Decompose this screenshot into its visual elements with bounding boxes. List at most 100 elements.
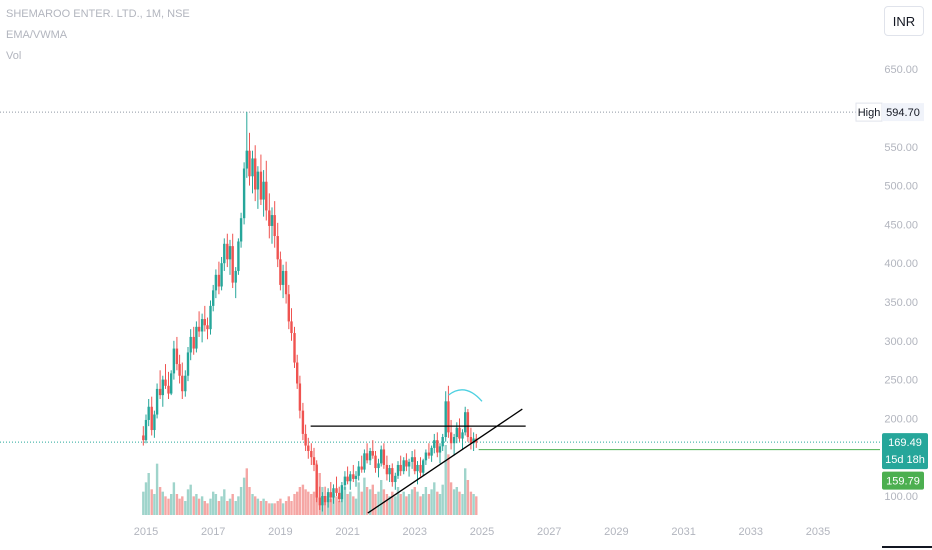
volume-bar — [189, 484, 192, 515]
candle-body — [321, 496, 324, 506]
volume-bar — [475, 496, 478, 515]
time-tick-label: 2023 — [403, 526, 427, 538]
volume-bar — [368, 489, 372, 515]
candle-body — [242, 168, 246, 219]
volume-bar — [242, 477, 246, 515]
candle-body — [472, 438, 475, 444]
candle-body — [374, 455, 377, 469]
candle-body — [184, 375, 187, 392]
candle-body — [363, 453, 366, 470]
volume-bar — [466, 480, 470, 515]
candle-body — [181, 375, 184, 392]
volume-bar — [430, 489, 433, 515]
volume-bar — [293, 494, 296, 515]
volume-bar — [391, 491, 394, 515]
volume-bar — [287, 496, 290, 515]
axis-corner-marker — [882, 546, 932, 548]
volume-bar — [226, 501, 229, 515]
volume-bar — [192, 496, 195, 515]
candle-body — [223, 243, 226, 264]
candle-body — [200, 319, 204, 332]
candle-body — [220, 263, 223, 287]
price-tick-label: 350.00 — [884, 297, 918, 309]
candle-body — [377, 463, 380, 469]
volume-bar — [307, 491, 310, 515]
high-value-tag — [882, 103, 924, 122]
candle-body — [365, 453, 369, 461]
volume-bar — [343, 487, 347, 515]
candle-body — [164, 379, 167, 386]
volume-bar — [424, 487, 428, 515]
candle-body — [318, 497, 321, 506]
candle-body — [203, 319, 206, 326]
volume-bar — [147, 473, 150, 515]
volume-bar — [419, 496, 422, 515]
candle-body — [273, 215, 276, 237]
candle-body — [413, 457, 416, 472]
volume-bar — [469, 491, 473, 515]
time-tick-label: 2031 — [671, 526, 695, 538]
candle-body — [461, 432, 464, 439]
candle-body — [142, 435, 145, 441]
volume-bar — [346, 494, 349, 515]
volume-bar — [209, 498, 212, 515]
volume-bar — [452, 489, 456, 515]
volume-bar — [399, 494, 402, 515]
volume-bar — [422, 494, 425, 515]
time-tick-label: 2015 — [134, 526, 158, 538]
price-tick-label: 550.00 — [884, 142, 918, 154]
candle-body — [155, 388, 159, 415]
volume-bar — [461, 494, 464, 515]
last-price-label: 169.49 — [888, 437, 922, 449]
candle-body — [296, 362, 299, 384]
volume-bar — [332, 494, 335, 515]
candle-body — [466, 412, 470, 438]
candle-body — [349, 474, 352, 482]
volume-bar — [407, 494, 411, 515]
candle-body — [332, 488, 335, 498]
volume-bar — [413, 487, 416, 515]
currency-button[interactable]: INR — [884, 6, 924, 36]
candle-body — [444, 401, 447, 438]
indicator-label[interactable]: EMA/VWMA — [6, 29, 68, 41]
candle-body — [248, 150, 251, 177]
candle-body — [270, 215, 274, 226]
volume-bar — [184, 501, 187, 515]
candle-body — [172, 348, 176, 374]
volume-bar — [268, 503, 271, 515]
time-axis[interactable]: 2015 2017 2019 2021 2023 2025 2027 2029 2031 2033… — [134, 526, 830, 538]
volume-bar — [363, 477, 366, 515]
volume-bar — [245, 468, 248, 515]
volume-bar — [212, 491, 215, 515]
volume-bar — [150, 489, 153, 515]
time-tick-label: 2027 — [537, 526, 561, 538]
symbol-title: SHEMAROO ENTER. LTD., 1M, NSE — [6, 8, 190, 20]
volume-bar — [178, 498, 181, 515]
volume-bar — [284, 501, 288, 515]
rising-trendline[interactable] — [367, 408, 523, 514]
volume-bar — [377, 491, 380, 515]
volume-bars — [142, 445, 478, 515]
volume-bar — [231, 494, 234, 515]
drawings[interactable] — [310, 389, 526, 514]
volume-bar — [200, 496, 204, 515]
cyan-arc[interactable] — [447, 389, 483, 402]
volume-bar — [304, 489, 307, 515]
candle-body — [217, 274, 221, 287]
candle-body — [464, 412, 467, 433]
candle-body — [212, 290, 215, 306]
price-tick-label: 200.00 — [884, 413, 918, 425]
candle-body — [399, 464, 402, 472]
volume-label[interactable]: Vol — [6, 50, 22, 62]
volume-bar — [338, 501, 341, 515]
candlesticks — [142, 111, 478, 512]
volume-bar — [329, 498, 332, 515]
volume-bar — [310, 494, 313, 515]
volume-bar — [357, 482, 360, 515]
candle-body — [161, 379, 164, 396]
volume-bar — [256, 498, 260, 515]
volume-bar — [360, 491, 363, 515]
candle-body — [276, 236, 279, 260]
volume-bar — [259, 501, 263, 515]
